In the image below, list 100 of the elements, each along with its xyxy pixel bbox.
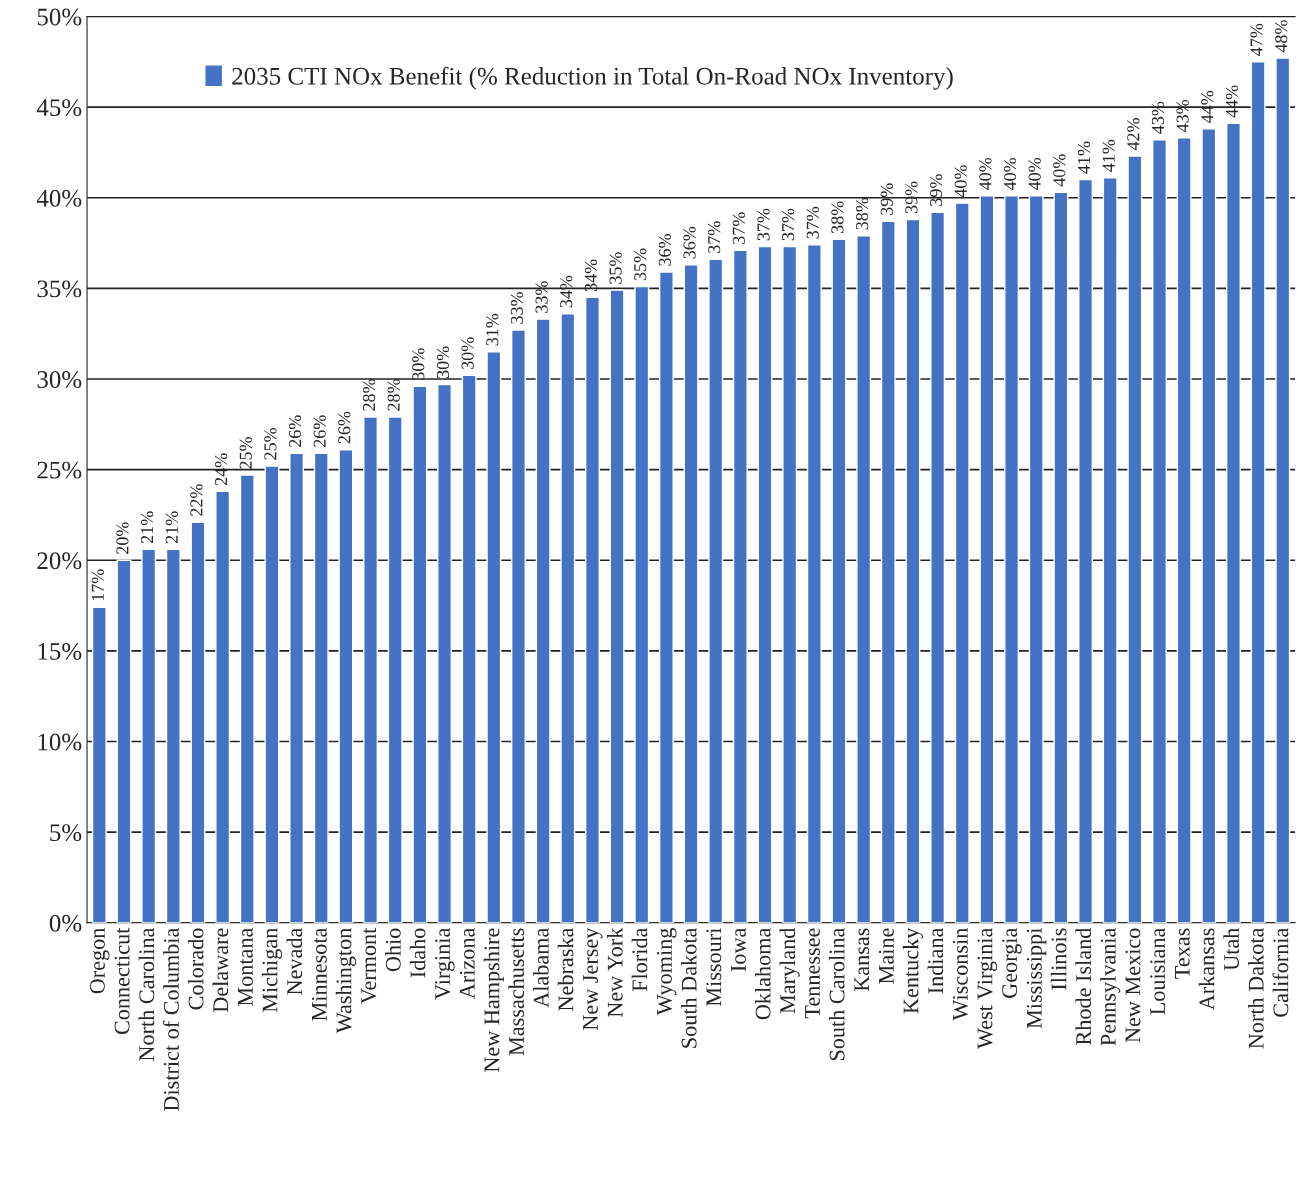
data-label: 40% (1003, 157, 1017, 191)
x-tick-label: Wyoming (656, 928, 677, 1016)
x-tick-label: Nevada (286, 927, 303, 995)
bar (535, 318, 551, 923)
bar (412, 385, 428, 923)
data-label: 20% (116, 522, 129, 554)
bar (387, 416, 403, 923)
data-label: 43% (1176, 99, 1189, 133)
bar (264, 465, 280, 923)
data-label: 36% (683, 226, 696, 259)
x-tick-label: Maine (878, 928, 894, 984)
bar (806, 244, 822, 923)
x-tick-label: New Jersey (583, 927, 603, 1031)
data-label: 35% (609, 252, 622, 284)
x-tick-label: North Carolina (138, 927, 155, 1061)
bar (658, 271, 674, 923)
x-tick-label: Iowa (731, 927, 746, 972)
y-tick-label: 30% (37, 371, 82, 388)
x-tick-label: Utah (1223, 927, 1240, 971)
bar (461, 374, 477, 923)
data-label: 37% (708, 221, 721, 253)
x-tick-label: Minnesota (311, 927, 327, 1021)
data-label: 40% (1028, 157, 1041, 191)
y-tick-label: 5% (50, 824, 82, 842)
x-tick-label: Pennsylvania (1100, 927, 1121, 1046)
bar (708, 258, 724, 923)
x-tick-label: Oklahoma (754, 927, 771, 1020)
bar (486, 351, 502, 923)
bar (1250, 61, 1266, 923)
bar (363, 416, 379, 923)
bar (1078, 178, 1094, 923)
y-tick-label: 45% (36, 99, 82, 117)
data-label: 26% (338, 411, 351, 444)
data-label: 26% (313, 415, 326, 447)
bar (954, 202, 970, 923)
bar (856, 235, 872, 923)
bar (313, 452, 329, 923)
x-tick-label: West Virginia (977, 927, 997, 1049)
bar (190, 521, 206, 923)
data-label: 38% (831, 201, 844, 234)
bar (1028, 195, 1044, 923)
x-tick-label: Nebraska (557, 927, 574, 1011)
data-label: 25% (239, 437, 252, 469)
data-label: 39% (929, 174, 943, 206)
data-label: 30% (412, 348, 425, 380)
bar (1004, 195, 1020, 923)
data-label: 47% (1250, 23, 1263, 56)
data-label: 36% (658, 234, 671, 266)
bar (1053, 191, 1069, 923)
bar (215, 490, 231, 923)
data-label: 31% (486, 313, 499, 346)
x-tick-label: New Mexico (1125, 928, 1141, 1043)
y-tick-label: 15% (38, 642, 82, 660)
data-label: 43% (1151, 101, 1165, 134)
bar (239, 474, 255, 923)
data-label: 34% (584, 259, 598, 292)
x-tick-label: Arkansas (1198, 928, 1215, 1011)
bar (511, 329, 526, 923)
bar (289, 452, 305, 923)
data-label: 40% (1053, 154, 1066, 187)
x-tick-label: Wisconsin (952, 927, 968, 1021)
x-tick-label: Kansas (854, 928, 870, 992)
x-tick-label: Rhode Island (1075, 927, 1092, 1045)
y-tick-label: 0% (49, 914, 82, 932)
data-label: 33% (510, 292, 524, 324)
data-label: 40% (954, 165, 967, 198)
bar (338, 448, 354, 923)
x-tick-label: Ohio (385, 928, 401, 972)
bar (757, 245, 773, 923)
x-tick-label: Louisiana (1150, 927, 1166, 1015)
x-tick-label: New Hampshire (483, 928, 504, 1073)
bar (165, 548, 181, 923)
bar (782, 245, 798, 923)
bar (930, 211, 946, 923)
bar (634, 285, 650, 923)
bar (1275, 57, 1291, 923)
bar (880, 220, 896, 923)
data-label: 37% (782, 208, 795, 241)
bar (683, 264, 699, 923)
x-tick-label: Indiana (927, 927, 944, 994)
bar (1127, 155, 1143, 923)
y-tick-label: 50% (37, 8, 82, 26)
data-label: 48% (1275, 20, 1288, 53)
legend-label: 2035 CTI NOx Benefit (% Reduction in Total On-Road NOx Inventory) (232, 66, 953, 90)
x-tick-label: New York (607, 927, 623, 1018)
bar (1176, 137, 1192, 923)
x-tick-label: Georgia (1002, 927, 1022, 998)
x-tick-label: Florida (631, 927, 648, 992)
data-label: 25% (264, 427, 277, 460)
x-tick-label: Missouri (706, 928, 722, 1007)
data-label: 40% (979, 157, 992, 191)
y-tick-label: 25% (37, 461, 82, 479)
bar (905, 218, 921, 923)
bar (560, 313, 576, 923)
x-tick-label: Virginia (435, 927, 455, 1000)
data-label: 22% (190, 484, 203, 516)
x-tick-label: Montana (238, 927, 253, 1006)
data-label: 41% (1102, 139, 1115, 172)
data-label: 30% (461, 337, 474, 369)
data-label: 39% (880, 183, 893, 215)
